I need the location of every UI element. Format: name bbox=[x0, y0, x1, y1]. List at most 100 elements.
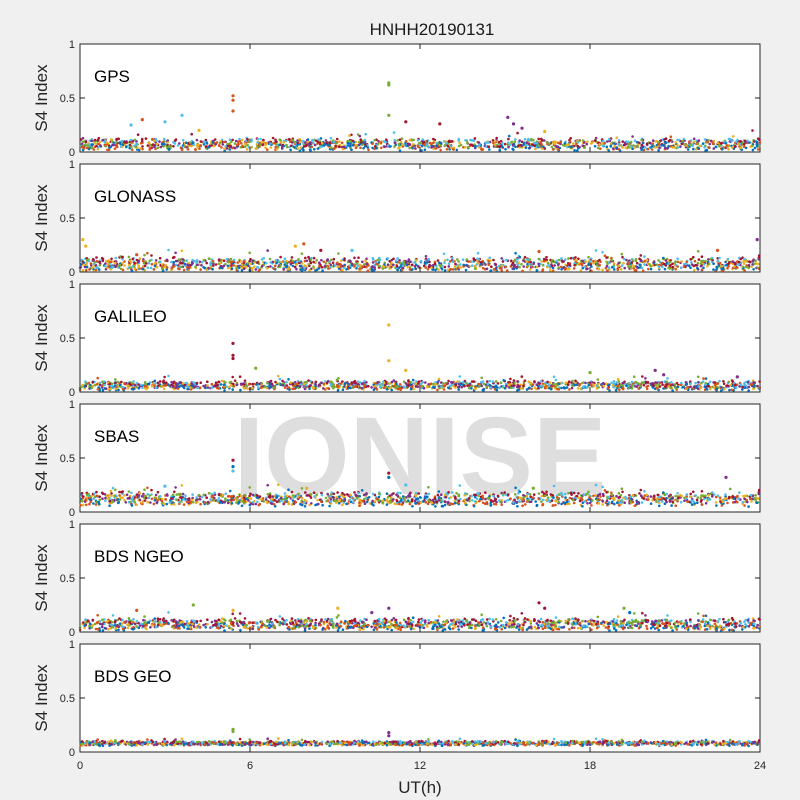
spike-point bbox=[404, 120, 408, 124]
data-point bbox=[733, 262, 737, 266]
data-point bbox=[607, 266, 611, 270]
data-point bbox=[295, 267, 298, 271]
data-point bbox=[534, 147, 537, 151]
data-point bbox=[259, 137, 262, 141]
data-point bbox=[668, 138, 672, 142]
data-point bbox=[413, 261, 416, 264]
data-point bbox=[545, 255, 548, 259]
data-point bbox=[397, 142, 401, 146]
data-point bbox=[153, 379, 157, 383]
data-point bbox=[103, 383, 106, 387]
data-point bbox=[629, 266, 632, 269]
data-point bbox=[753, 140, 756, 143]
data-point bbox=[329, 258, 333, 262]
data-point bbox=[226, 142, 229, 146]
data-point bbox=[504, 265, 507, 269]
data-point bbox=[309, 149, 312, 152]
data-point bbox=[679, 266, 683, 270]
data-point bbox=[166, 383, 170, 386]
data-point bbox=[663, 146, 667, 150]
data-point bbox=[237, 266, 241, 269]
data-point bbox=[505, 384, 508, 388]
data-point bbox=[721, 147, 724, 150]
data-point bbox=[551, 148, 555, 151]
data-point bbox=[291, 264, 295, 268]
data-point bbox=[359, 146, 362, 150]
data-point bbox=[628, 386, 631, 390]
data-point bbox=[349, 141, 352, 145]
data-point bbox=[320, 141, 324, 145]
data-point bbox=[457, 385, 460, 389]
data-point bbox=[211, 267, 214, 271]
data-point bbox=[134, 145, 137, 149]
data-point bbox=[449, 144, 452, 148]
data-point bbox=[676, 265, 679, 268]
data-point bbox=[375, 262, 379, 266]
data-point bbox=[146, 266, 150, 270]
data-point bbox=[744, 141, 747, 144]
data-point bbox=[154, 259, 158, 262]
data-point bbox=[491, 380, 495, 383]
data-point bbox=[520, 375, 524, 378]
data-point bbox=[123, 382, 126, 385]
data-point bbox=[581, 259, 584, 263]
data-point bbox=[708, 142, 711, 146]
data-point bbox=[182, 503, 186, 506]
data-point bbox=[132, 380, 135, 383]
data-point bbox=[525, 143, 528, 147]
data-point bbox=[404, 140, 408, 143]
data-point bbox=[543, 386, 547, 390]
data-point bbox=[374, 145, 377, 148]
data-point bbox=[621, 146, 624, 149]
data-point bbox=[364, 259, 367, 263]
data-point bbox=[476, 261, 480, 265]
data-point bbox=[198, 147, 201, 151]
data-point bbox=[729, 383, 732, 387]
y-tick-label: 1 bbox=[69, 39, 75, 51]
data-point bbox=[616, 268, 620, 272]
data-point bbox=[753, 146, 757, 150]
data-point bbox=[715, 387, 718, 391]
data-point bbox=[364, 132, 368, 136]
data-point bbox=[499, 381, 503, 385]
data-point bbox=[420, 149, 423, 152]
data-point bbox=[662, 256, 665, 260]
data-point bbox=[703, 146, 706, 149]
data-point bbox=[554, 378, 558, 382]
data-point bbox=[296, 141, 300, 144]
data-point bbox=[704, 259, 707, 263]
data-point bbox=[730, 388, 734, 392]
data-point bbox=[291, 383, 295, 386]
data-point bbox=[135, 503, 138, 507]
data-point bbox=[454, 262, 457, 266]
data-point bbox=[674, 267, 677, 271]
data-point bbox=[386, 144, 390, 147]
data-point bbox=[424, 254, 428, 258]
data-point bbox=[371, 142, 374, 146]
data-point bbox=[583, 265, 587, 269]
data-point bbox=[364, 144, 367, 148]
data-point bbox=[707, 262, 711, 266]
data-point bbox=[163, 265, 166, 269]
data-point bbox=[470, 260, 474, 263]
data-point bbox=[287, 268, 291, 271]
data-point bbox=[94, 503, 98, 506]
data-point bbox=[181, 258, 185, 261]
data-point bbox=[730, 139, 733, 142]
data-point bbox=[606, 140, 609, 143]
data-point bbox=[117, 137, 120, 141]
data-point bbox=[312, 141, 315, 145]
data-point bbox=[494, 380, 498, 383]
data-point bbox=[357, 140, 361, 144]
data-point bbox=[91, 266, 94, 269]
data-point bbox=[664, 137, 668, 141]
data-point bbox=[605, 256, 608, 259]
data-point bbox=[622, 382, 625, 385]
data-point bbox=[697, 258, 701, 261]
data-point bbox=[728, 261, 731, 264]
data-point bbox=[274, 145, 278, 149]
data-point bbox=[457, 139, 460, 142]
data-point bbox=[274, 380, 277, 384]
data-point bbox=[703, 385, 707, 389]
data-point bbox=[133, 383, 137, 387]
